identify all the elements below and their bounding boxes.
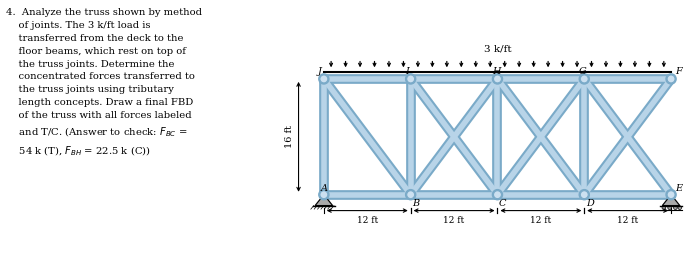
Text: G: G: [578, 67, 586, 76]
Text: C: C: [499, 199, 506, 208]
Circle shape: [580, 191, 588, 199]
Circle shape: [494, 75, 501, 83]
Text: 12 ft: 12 ft: [356, 216, 378, 225]
Circle shape: [666, 190, 676, 200]
Circle shape: [678, 206, 682, 210]
Text: J: J: [318, 67, 322, 76]
Text: B: B: [412, 199, 419, 208]
Text: F: F: [675, 67, 681, 76]
Circle shape: [580, 75, 588, 83]
Circle shape: [667, 191, 675, 199]
Text: 4.  Analyze the truss shown by method
    of joints. The 3 k/ft load is
    tran: 4. Analyze the truss shown by method of …: [6, 8, 202, 158]
Text: 12 ft: 12 ft: [443, 216, 465, 225]
Circle shape: [407, 75, 414, 83]
Circle shape: [407, 191, 414, 199]
Text: 16 ft: 16 ft: [286, 125, 295, 148]
Circle shape: [666, 74, 676, 84]
Text: H: H: [491, 67, 500, 76]
Polygon shape: [662, 195, 680, 205]
Circle shape: [494, 191, 501, 199]
Circle shape: [405, 190, 416, 200]
Circle shape: [318, 74, 329, 84]
Text: A: A: [321, 184, 328, 193]
Text: E: E: [675, 184, 682, 193]
Polygon shape: [315, 195, 332, 205]
Circle shape: [667, 75, 675, 83]
Circle shape: [318, 190, 329, 200]
Circle shape: [492, 190, 503, 200]
Text: 12 ft: 12 ft: [617, 216, 638, 225]
Circle shape: [662, 206, 666, 210]
Text: D: D: [586, 199, 594, 208]
Circle shape: [579, 74, 589, 84]
Circle shape: [668, 206, 671, 210]
Circle shape: [405, 74, 416, 84]
Circle shape: [492, 74, 503, 84]
Circle shape: [320, 191, 328, 199]
Circle shape: [579, 190, 589, 200]
Text: I: I: [405, 67, 409, 76]
Circle shape: [320, 75, 328, 83]
Circle shape: [673, 206, 677, 210]
Text: 12 ft: 12 ft: [530, 216, 552, 225]
Text: 3 k/ft: 3 k/ft: [484, 45, 511, 54]
